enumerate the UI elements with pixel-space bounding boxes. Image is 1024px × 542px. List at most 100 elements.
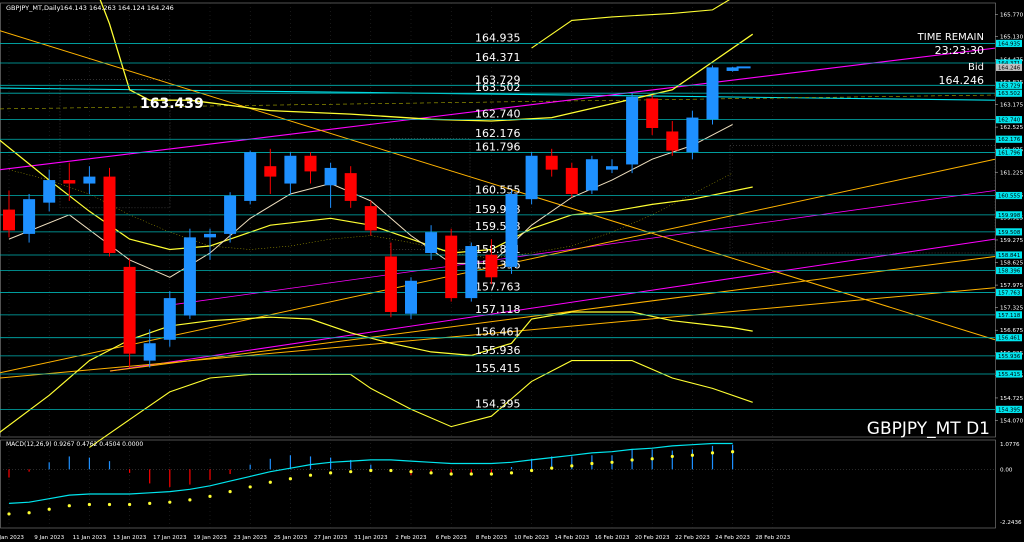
x-tick-label: 13 Jan 2023: [113, 535, 147, 541]
axis-price-tag-text: 162.740: [998, 118, 1021, 124]
axis-price-tag-text: 157.118: [998, 313, 1021, 319]
macd-signal-dot: [690, 453, 695, 457]
axis-price-tag: [996, 63, 1022, 71]
y-tick-label: 157.325: [1000, 306, 1024, 312]
axis-price-tag: [996, 228, 1022, 236]
dashed-yellow-line: [0, 94, 996, 110]
candle-body: [244, 152, 257, 201]
axis-price-tag: [996, 59, 1022, 67]
candle-body: [324, 167, 337, 186]
y-tick-label: 157.975: [1000, 283, 1024, 289]
axis-price-tag: [996, 288, 1022, 297]
x-tick-label: 9 Jan 2023: [34, 535, 64, 541]
level-label: 164.371: [475, 51, 521, 64]
x-tick-label: 6 Feb 2023: [436, 535, 468, 541]
x-tick-label: 2 Feb 2023: [395, 535, 427, 541]
axis-price-tag-text: 164.246: [998, 65, 1021, 71]
macd-signal-dot: [248, 485, 252, 489]
axis-price-tag: [996, 311, 1022, 319]
axis-price-tag-text: 163.729: [998, 83, 1021, 89]
outer-upper-envelope: [531, 0, 730, 49]
candle-body: [445, 235, 458, 299]
candle-body: [485, 254, 498, 278]
candle-body: [384, 256, 397, 313]
axis-price-tag-text: 159.508: [998, 230, 1021, 236]
axis-price-tag: [996, 116, 1022, 124]
axis-price-tag-text: 159.998: [998, 213, 1021, 219]
x-tick-label: 25 Jan 2023: [274, 535, 308, 541]
level-label: 164.935: [475, 31, 521, 44]
macd-signal-dot: [308, 473, 313, 477]
candle-body: [666, 131, 679, 151]
axis-price-tag: [996, 191, 1022, 200]
x-tick-label: 23 Jan 2023: [233, 535, 267, 541]
candle-body: [726, 67, 739, 71]
candle-body: [183, 237, 196, 316]
macd-signal-dot: [530, 468, 534, 473]
candle-body: [465, 246, 478, 299]
level-label: 162.740: [475, 108, 521, 121]
axis-price-tag-text: 164.935: [998, 41, 1020, 47]
main-panel-frame: [0, 2, 996, 438]
level-label: 163.729: [475, 73, 521, 86]
x-tick-label: 24 Feb 2023: [715, 535, 750, 541]
level-label: 160.555: [475, 184, 521, 197]
candle-body: [23, 199, 36, 234]
macd-signal-dot: [208, 494, 212, 498]
macd-signal-dot: [87, 502, 91, 507]
time-remain-value: 23:23:30: [935, 44, 984, 57]
candle-body: [545, 155, 558, 170]
candle-body: [565, 167, 578, 194]
level-label: 162.176: [475, 127, 521, 140]
y-tick-label: 158.625: [1000, 261, 1024, 267]
y-tick-label: 165.770: [1000, 12, 1024, 18]
macd-y-tick-label: 0.00: [1000, 467, 1013, 473]
macd-signal-dot: [550, 466, 554, 470]
candle-body: [505, 193, 518, 267]
time-remain-label: TIME REMAIN: [917, 32, 984, 43]
x-tick-label: 28 Feb 2023: [755, 535, 790, 541]
level-label: 155.415: [475, 362, 521, 375]
candle-body: [163, 298, 176, 340]
y-tick-label: 161.225: [1000, 170, 1024, 176]
axis-price-tag: [996, 89, 1022, 97]
candle-body: [585, 159, 598, 191]
macd-signal-dot: [47, 507, 51, 511]
x-tick-label: 31 Jan 2023: [354, 535, 388, 541]
y-tick-label: 154.070: [1000, 419, 1024, 425]
y-tick-label: 163.175: [1000, 103, 1024, 109]
y-tick-label: 159.275: [1000, 238, 1024, 244]
macd-signal-dot: [469, 472, 473, 476]
macd-signal-dot: [67, 504, 71, 508]
macd-signal-dot: [590, 461, 594, 466]
macd-signal-dot: [610, 460, 614, 464]
magenta-channel-bottom: [109, 238, 996, 372]
axis-price-tag: [996, 370, 1022, 378]
axis-price-tag: [996, 251, 1022, 259]
grid: [0, 2, 996, 529]
y-tick-label: 162.525: [1000, 125, 1024, 131]
x-tick-label: 20 Feb 2023: [635, 535, 670, 541]
y-tick-label: 165.130: [1000, 35, 1024, 41]
macd-signal-dot: [449, 472, 453, 476]
cyan-trend-line: [0, 87, 996, 101]
macd-signal-dot: [268, 480, 272, 484]
candle-body: [364, 206, 377, 231]
orange-trend-line-3: [0, 287, 996, 379]
macd-panel-frame: [0, 439, 996, 529]
candle-body: [606, 166, 618, 170]
macd-signal-dot: [570, 464, 574, 468]
candle-body: [204, 233, 216, 238]
macd-signal-dot: [288, 477, 292, 481]
macd-signal-dot: [349, 470, 353, 474]
macd-signal-dot: [489, 472, 493, 476]
macd-signal-dot: [7, 512, 11, 516]
macd-signal-dot: [188, 498, 192, 502]
axis-price-tag: [996, 405, 1022, 413]
time-axis: 5 Jan 2023 9 Jan 2023 11 Jan 2023 13 Jan 20…: [0, 535, 791, 541]
x-tick-label: 14 Feb 2023: [554, 535, 589, 541]
macd-signal-dot: [650, 457, 654, 461]
macd-signal-dot: [228, 490, 232, 494]
x-tick-label: 19 Jan 2023: [193, 535, 227, 541]
